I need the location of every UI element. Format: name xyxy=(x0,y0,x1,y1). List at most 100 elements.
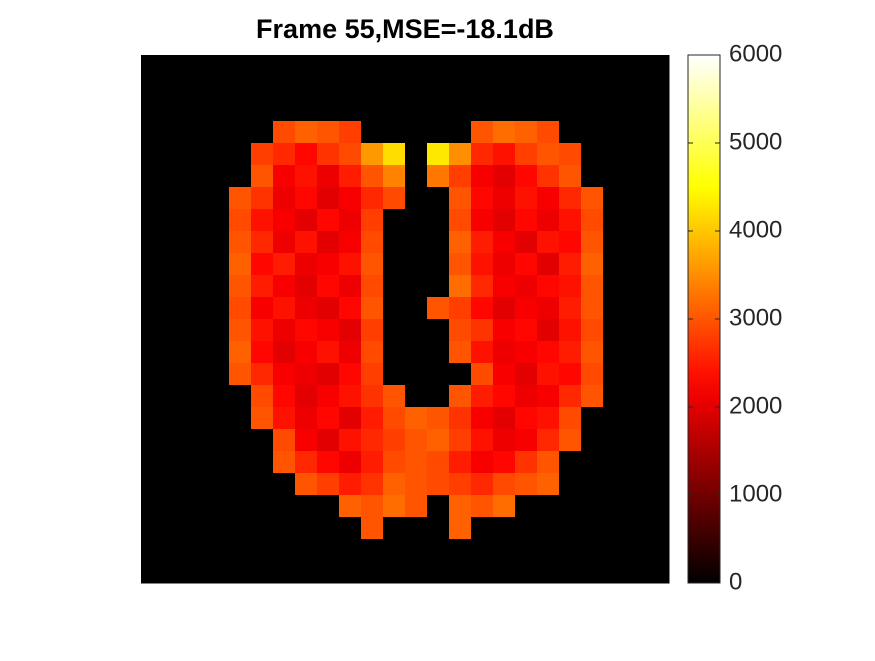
heatmap-cell xyxy=(163,297,186,320)
colorbar-tick-label: 4000 xyxy=(729,216,782,243)
heatmap-cell xyxy=(515,451,538,474)
heatmap-cell xyxy=(185,187,208,210)
heatmap-cell xyxy=(603,187,626,210)
colorbar-tick-label: 6000 xyxy=(729,40,782,67)
heatmap-cell xyxy=(515,121,538,144)
heatmap-cell xyxy=(317,231,340,254)
heatmap-cell xyxy=(471,275,494,298)
heatmap-cell xyxy=(163,341,186,364)
heatmap-cell xyxy=(559,517,582,540)
heatmap-cell xyxy=(207,341,230,364)
heatmap-cell xyxy=(427,341,450,364)
heatmap-cell xyxy=(471,253,494,276)
heatmap-cell xyxy=(581,297,604,320)
heatmap-cell xyxy=(427,407,450,430)
heatmap-cell xyxy=(273,165,296,188)
heatmap-cell xyxy=(449,429,472,452)
heatmap-cell xyxy=(559,297,582,320)
heatmap-cell xyxy=(427,363,450,386)
heatmap-cell xyxy=(141,363,164,386)
heatmap-cell xyxy=(383,77,406,100)
heatmap-cell xyxy=(251,341,274,364)
heatmap-cell xyxy=(647,407,670,430)
heatmap-cell xyxy=(625,341,648,364)
heatmap-cell xyxy=(207,539,230,562)
heatmap-cell xyxy=(515,297,538,320)
heatmap-cell xyxy=(295,363,318,386)
heatmap-cell xyxy=(405,407,428,430)
heatmap-cell xyxy=(449,517,472,540)
heatmap-cell xyxy=(383,561,406,584)
heatmap-cell xyxy=(317,165,340,188)
heatmap-cell xyxy=(625,143,648,166)
heatmap-cell xyxy=(427,165,450,188)
heatmap-cell xyxy=(515,187,538,210)
heatmap-cell xyxy=(383,99,406,122)
heatmap-cell xyxy=(339,451,362,474)
heatmap-cell xyxy=(493,451,516,474)
heatmap-cell xyxy=(163,231,186,254)
heatmap-cell xyxy=(625,77,648,100)
heatmap-cell xyxy=(361,55,384,78)
heatmap-cell xyxy=(163,99,186,122)
heatmap-cell xyxy=(515,209,538,232)
heatmap-cell xyxy=(339,55,362,78)
heatmap-cell xyxy=(273,363,296,386)
heatmap-cell xyxy=(383,121,406,144)
heatmap-cell xyxy=(207,231,230,254)
heatmap-cell xyxy=(537,209,560,232)
heatmap-cell xyxy=(493,77,516,100)
heatmap-cell xyxy=(427,451,450,474)
heatmap-cell xyxy=(273,517,296,540)
heatmap-cell xyxy=(515,517,538,540)
heatmap-cell xyxy=(603,429,626,452)
heatmap-cell xyxy=(647,363,670,386)
heatmap-cell xyxy=(625,451,648,474)
heatmap-cell xyxy=(361,77,384,100)
heatmap-cell xyxy=(603,55,626,78)
heatmap-cell xyxy=(427,495,450,518)
heatmap-cell xyxy=(625,187,648,210)
heatmap-cell xyxy=(361,341,384,364)
heatmap-cell xyxy=(559,275,582,298)
heatmap-cell xyxy=(493,99,516,122)
heatmap-cell xyxy=(537,275,560,298)
heatmap-cell xyxy=(603,253,626,276)
heatmap-cell xyxy=(295,231,318,254)
heatmap-cell xyxy=(581,385,604,408)
heatmap-cell xyxy=(163,385,186,408)
heatmap-cell xyxy=(449,143,472,166)
heatmap-cell xyxy=(581,187,604,210)
heatmap-cell xyxy=(339,495,362,518)
heatmap-cell xyxy=(295,451,318,474)
heatmap-cell xyxy=(295,385,318,408)
heatmap-cell xyxy=(603,495,626,518)
heatmap-cell xyxy=(229,77,252,100)
heatmap-cell xyxy=(251,363,274,386)
heatmap-cell xyxy=(141,451,164,474)
heatmap-cell xyxy=(405,363,428,386)
heatmap-cell xyxy=(383,429,406,452)
heatmap-cell xyxy=(317,77,340,100)
heatmap-cell xyxy=(515,55,538,78)
heatmap-cell xyxy=(207,561,230,584)
colorbar-tick-label: 0 xyxy=(729,568,742,595)
heatmap-cell xyxy=(163,55,186,78)
heatmap-cell xyxy=(603,297,626,320)
heatmap-cell xyxy=(493,165,516,188)
heatmap-cell xyxy=(185,297,208,320)
heatmap-cell xyxy=(229,209,252,232)
heatmap-cell xyxy=(163,209,186,232)
heatmap-cell xyxy=(559,121,582,144)
heatmap-cell xyxy=(229,561,252,584)
heatmap-cell xyxy=(163,77,186,100)
heatmap-cell xyxy=(339,99,362,122)
heatmap-cell xyxy=(559,77,582,100)
heatmap-cell xyxy=(317,99,340,122)
heatmap-cell xyxy=(449,99,472,122)
heatmap-cell xyxy=(427,319,450,342)
heatmap-cell xyxy=(207,297,230,320)
heatmap-cell xyxy=(317,187,340,210)
heatmap-cell xyxy=(449,55,472,78)
heatmap-cell xyxy=(493,539,516,562)
